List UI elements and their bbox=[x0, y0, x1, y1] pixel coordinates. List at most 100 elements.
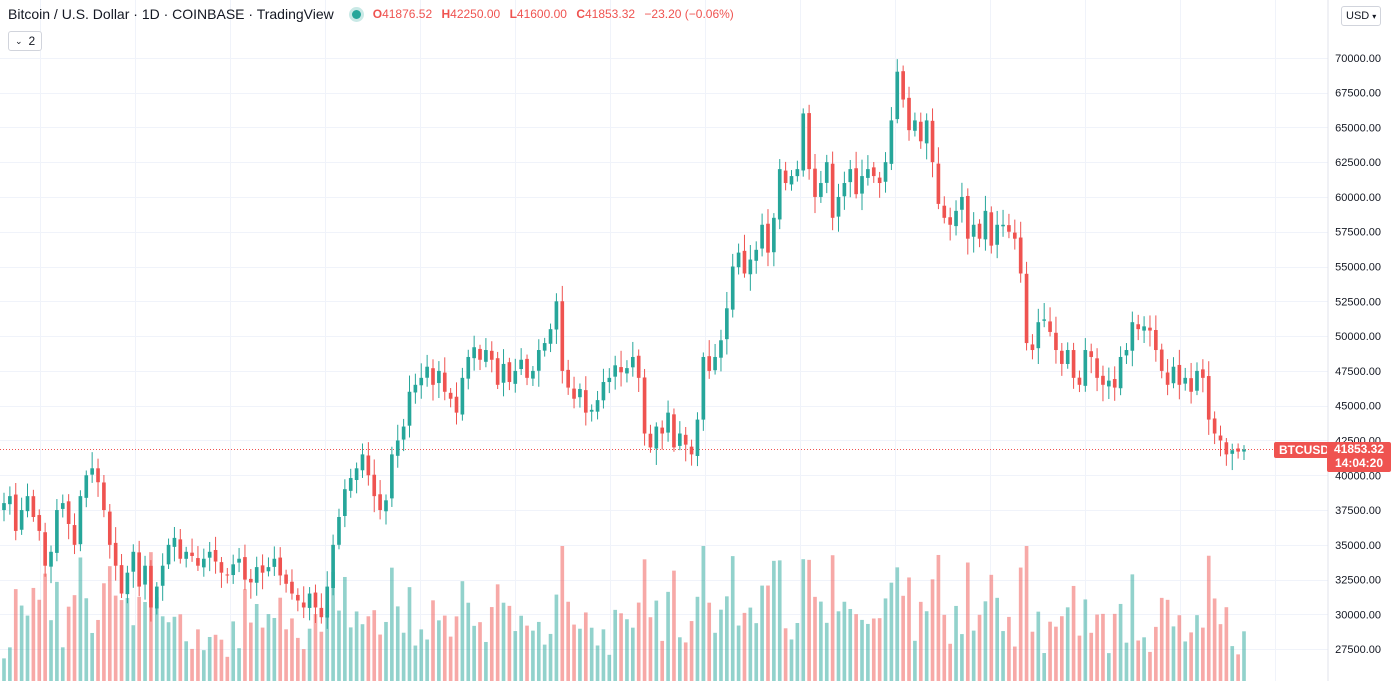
candle-body bbox=[190, 552, 194, 556]
volume-bar bbox=[454, 616, 459, 681]
volume-bar bbox=[701, 546, 706, 681]
candle-body bbox=[354, 468, 359, 481]
volume-bar bbox=[1224, 607, 1229, 681]
volume-bar bbox=[154, 597, 159, 681]
volume-bar bbox=[243, 589, 247, 681]
volume-bar bbox=[648, 617, 653, 681]
volume-bar bbox=[1201, 627, 1205, 681]
candle-body bbox=[807, 113, 811, 170]
volume-bar bbox=[184, 641, 189, 681]
close-label: C bbox=[576, 7, 585, 21]
candle-body bbox=[736, 252, 741, 268]
candle-body bbox=[43, 532, 47, 566]
candle-body bbox=[995, 224, 999, 245]
candle-body bbox=[766, 223, 770, 253]
volume-bar bbox=[1054, 626, 1058, 681]
candle-body bbox=[1101, 375, 1105, 385]
volume-bar bbox=[995, 597, 999, 681]
candle-body bbox=[478, 348, 482, 360]
volume-bar bbox=[1177, 615, 1182, 681]
candle-body bbox=[401, 426, 406, 440]
currency-button[interactable]: USD ▾ bbox=[1341, 6, 1382, 26]
candle-body bbox=[566, 369, 570, 388]
volume-bar bbox=[548, 633, 553, 681]
volume-bar bbox=[19, 605, 24, 681]
symbol-title[interactable]: Bitcoin / U.S. Dollar · 1D · COINBASE · … bbox=[8, 6, 334, 22]
candle-body bbox=[1077, 377, 1082, 385]
volume-bar bbox=[936, 554, 941, 681]
candle-body bbox=[49, 551, 53, 567]
price-axis-tick: 70000.00 bbox=[1335, 53, 1381, 65]
volume-bar bbox=[1042, 653, 1047, 681]
volume-bars bbox=[2, 546, 1246, 681]
candle-body bbox=[1007, 225, 1011, 232]
candle-body bbox=[390, 454, 394, 499]
candle-body bbox=[795, 169, 800, 177]
candle-body bbox=[1201, 369, 1205, 378]
volume-bar bbox=[37, 599, 42, 681]
volume-bar bbox=[960, 634, 964, 681]
candle-body bbox=[918, 121, 923, 142]
candle-body bbox=[683, 434, 688, 445]
candle-body bbox=[196, 558, 200, 566]
high-value: 42250.00 bbox=[450, 7, 501, 21]
candle-body bbox=[1118, 356, 1123, 389]
candle-body bbox=[160, 565, 165, 586]
candle-body bbox=[466, 356, 471, 379]
candle-body bbox=[266, 567, 271, 572]
volume-bar bbox=[190, 648, 194, 681]
volume-bar bbox=[1036, 611, 1041, 681]
price-axis-tick: 67500.00 bbox=[1335, 88, 1381, 100]
volume-bar bbox=[854, 614, 858, 681]
volume-bar bbox=[589, 627, 594, 681]
volume-bar bbox=[536, 621, 541, 681]
candle-body bbox=[824, 162, 829, 183]
candle-body bbox=[877, 177, 882, 184]
candle-body bbox=[854, 168, 858, 195]
volume-bar bbox=[1165, 599, 1170, 681]
volume-bar bbox=[560, 546, 565, 681]
market-status-dot-icon[interactable] bbox=[351, 9, 361, 19]
legend-collapse-button[interactable]: ⌄ 2 bbox=[8, 31, 43, 51]
candle-body bbox=[72, 525, 77, 545]
indicator-count: 2 bbox=[28, 34, 36, 48]
candle-body bbox=[143, 565, 147, 585]
candle-body bbox=[519, 359, 523, 370]
volume-bar bbox=[965, 562, 970, 681]
volume-bar bbox=[672, 570, 676, 681]
volume-bar bbox=[107, 566, 112, 681]
volume-bar bbox=[901, 595, 905, 681]
volume-bar bbox=[301, 649, 306, 681]
volume-bar bbox=[795, 623, 800, 681]
volume-bar bbox=[813, 596, 817, 681]
volume-bar bbox=[678, 637, 682, 681]
candle-body bbox=[1083, 350, 1088, 386]
volume-bar bbox=[237, 648, 241, 681]
candle-body bbox=[613, 365, 618, 377]
volume-bar bbox=[531, 630, 535, 681]
candle-body bbox=[783, 170, 788, 184]
high-label: H bbox=[441, 7, 451, 21]
candle-body bbox=[1212, 418, 1217, 434]
candle-body bbox=[924, 120, 929, 144]
volume-bar bbox=[766, 585, 770, 681]
candle-body bbox=[1206, 376, 1211, 420]
volume-bar bbox=[160, 616, 165, 681]
candle-body bbox=[507, 362, 512, 383]
volume-bar bbox=[801, 559, 806, 681]
volume-bar bbox=[437, 620, 441, 681]
volume-bar bbox=[501, 602, 506, 681]
candle-body bbox=[237, 558, 241, 563]
volume-bar bbox=[913, 640, 917, 681]
price-axis-tick: 45000.00 bbox=[1335, 401, 1381, 413]
volume-bar bbox=[683, 642, 688, 681]
candle-body bbox=[1236, 448, 1240, 452]
candle-body bbox=[495, 358, 500, 385]
volume-bar bbox=[378, 634, 382, 681]
candle-body bbox=[448, 392, 453, 399]
volume-bar bbox=[49, 620, 53, 681]
candle-body bbox=[1142, 326, 1146, 331]
candle-body bbox=[660, 427, 665, 434]
price-axis[interactable]: 70000.00 67500.00 65000.00 62500.00 60000.00… bbox=[1335, 53, 1381, 656]
